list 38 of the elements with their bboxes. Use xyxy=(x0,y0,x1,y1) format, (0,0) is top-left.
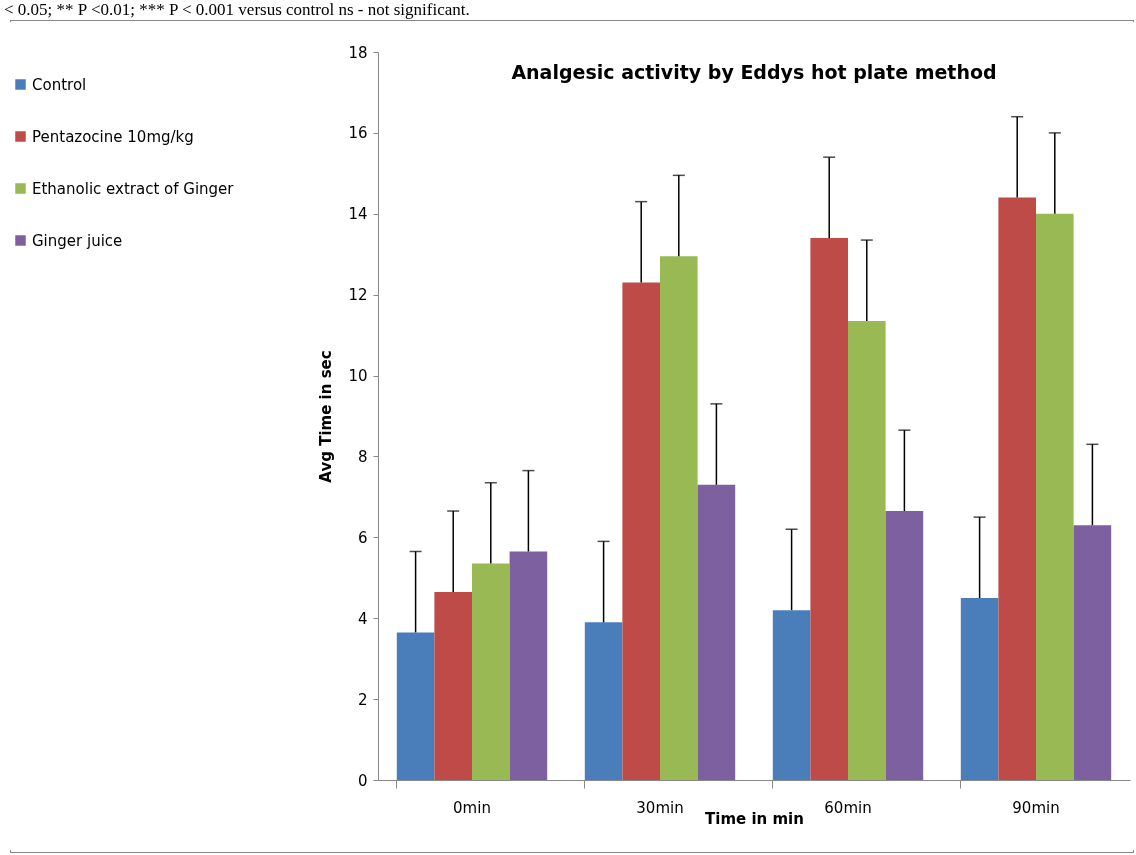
y-axis-title: Avg Time in sec xyxy=(317,350,336,483)
y-tick-label: 0 xyxy=(357,771,368,790)
bar xyxy=(1036,213,1074,780)
x-tick-label: 30min xyxy=(636,798,684,817)
legend-label: Ginger juice xyxy=(32,231,123,250)
y-tick-label: 12 xyxy=(348,286,368,305)
bar xyxy=(885,511,924,780)
text: Analgesic activity by Eddys hot plate method xyxy=(511,61,997,83)
bar xyxy=(509,551,548,780)
y-tick-label: 4 xyxy=(357,609,368,628)
bar xyxy=(584,622,623,780)
y-tick-label: 16 xyxy=(348,124,368,143)
bar xyxy=(772,610,811,780)
bar xyxy=(697,484,736,780)
y-tick-label: 10 xyxy=(348,367,368,386)
x-tick-label: 90min xyxy=(1012,798,1060,817)
bar xyxy=(1073,525,1112,780)
bar xyxy=(810,238,848,780)
y-tick-label: 18 xyxy=(348,43,368,62)
y-tick-label: 6 xyxy=(357,528,368,547)
bar xyxy=(434,591,472,780)
bar xyxy=(660,256,698,780)
legend-label: Pentazocine 10mg/kg xyxy=(32,127,194,146)
bar xyxy=(396,632,435,780)
x-tick-label: 60min xyxy=(824,798,872,817)
bar xyxy=(960,598,999,780)
y-tick-label: 14 xyxy=(348,205,368,224)
legend-label: Control xyxy=(32,75,87,94)
bar xyxy=(848,320,886,780)
bar xyxy=(622,282,660,780)
x-axis-title: Time in min xyxy=(705,809,804,828)
x-tick-label: 0min xyxy=(453,798,491,817)
y-tick-label: 2 xyxy=(357,690,368,709)
bar xyxy=(998,197,1036,780)
y-tick-label: 8 xyxy=(357,447,368,466)
bar xyxy=(472,563,510,780)
legend-label: Ethanolic extract of Ginger xyxy=(32,179,235,198)
text: < 0.05; ** P <0.01; *** P < 0.001 versus control ns - not significant. xyxy=(4,0,470,20)
